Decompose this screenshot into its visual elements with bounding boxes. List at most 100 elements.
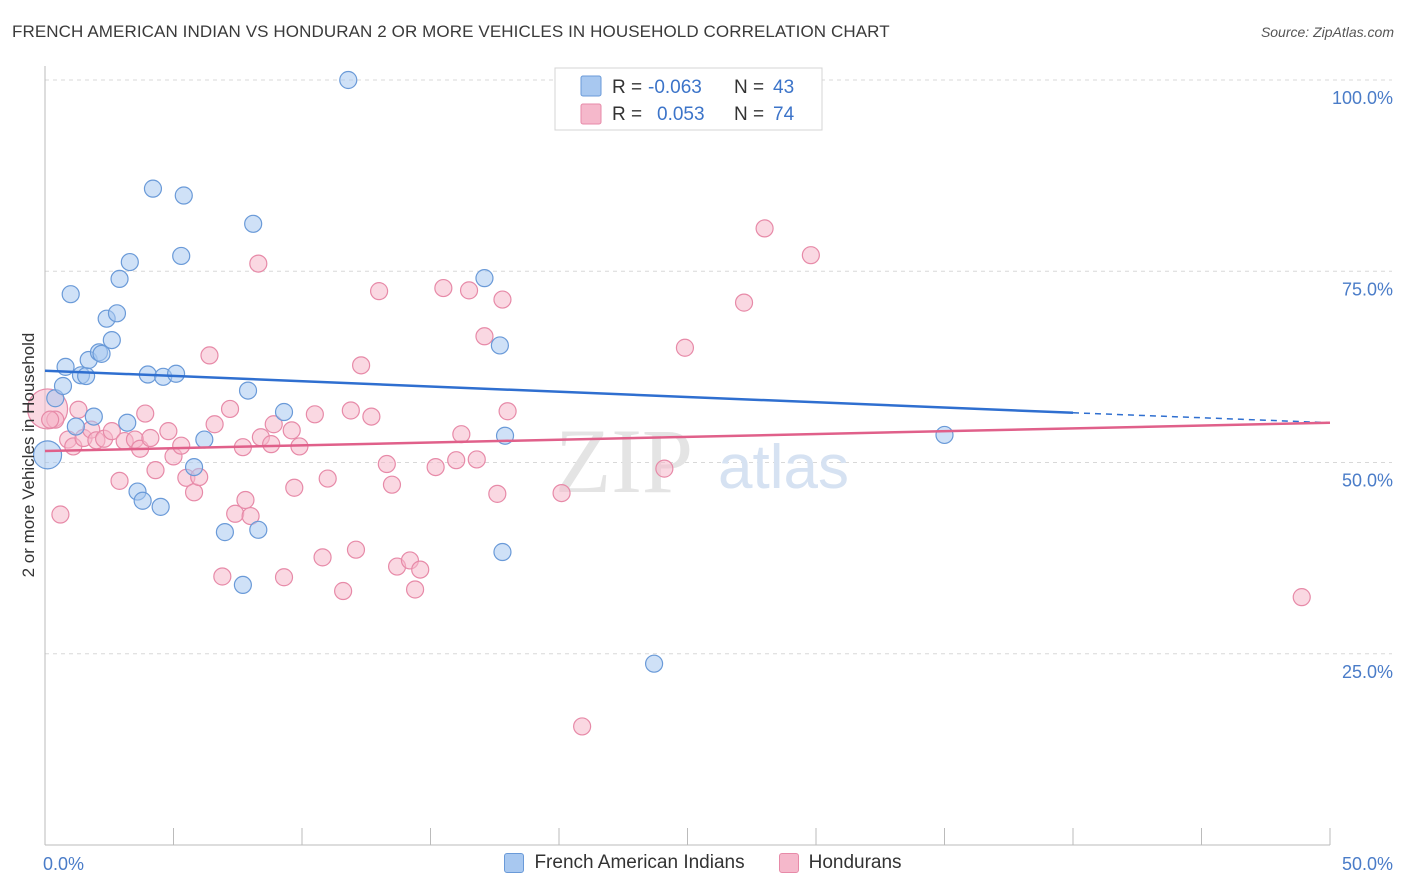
data-point-french-american-indian [249,520,268,539]
data-point-french-american-indian [475,269,494,288]
data-point-honduran [249,254,268,273]
data-point-honduran [1292,588,1311,607]
legend-swatch [504,853,525,873]
data-point-french-american-indian [84,407,103,426]
data-point-french-american-indian [118,413,137,432]
data-point-french-american-indian [133,491,152,510]
legend-label: French American Indians [534,852,745,873]
legend-r-value-pink: 0.053 [657,104,705,125]
legend-n-label-blue: N = [734,77,764,98]
data-point-honduran [655,459,674,478]
data-point-honduran [801,246,820,265]
legend-swatch-blue [580,75,602,97]
series-hondurans-points [26,219,1311,736]
data-point-honduran [498,402,517,421]
watermark-atlas: atlas [718,433,849,502]
data-point-honduran [573,717,592,736]
data-point-french-american-indian [238,381,258,400]
data-point-french-american-indian [107,304,127,323]
legend-n-value-pink: 74 [773,104,795,125]
data-point-honduran [675,338,695,357]
data-point-honduran [220,399,240,419]
tick-labels: 25.0% 50.0% 75.0% 100.0% 0.0% 50.0% [43,88,1393,874]
data-point-honduran [405,580,425,599]
data-point-honduran [426,457,445,477]
data-point-honduran [241,506,260,526]
data-point-french-american-indian [935,425,954,445]
data-point-french-american-indian [274,402,294,422]
data-point-french-american-indian [195,430,214,449]
data-point-honduran [452,425,471,444]
data-point-honduran [341,401,360,420]
data-point-french-american-indian [644,654,664,673]
data-point-honduran [110,471,129,490]
data-point-honduran [346,540,366,559]
data-point-honduran [313,548,332,567]
data-point-honduran [274,568,294,587]
data-point-french-american-indian [174,186,193,205]
data-point-french-american-indian [166,364,186,383]
data-point-honduran [377,454,396,474]
data-point-french-american-indian [61,285,80,304]
data-point-honduran [475,327,494,346]
legend-r-value-blue: -0.063 [648,77,702,98]
legend-swatch [778,853,799,873]
data-point-honduran [493,290,512,309]
data-point-honduran [262,435,281,454]
data-point-honduran [488,484,507,503]
data-point-french-american-indian [490,336,509,355]
data-point-french-american-indian [66,417,85,436]
data-point-honduran [264,415,283,434]
data-point-french-american-indian [32,440,63,470]
data-point-honduran [285,478,304,497]
data-point-french-american-indian [102,331,121,350]
legend-swatch-pink [580,103,602,125]
legend-label: Hondurans [808,852,902,873]
data-point-french-american-indian [493,542,512,562]
chart-title: FRENCH AMERICAN INDIAN VS HONDURAN 2 OR … [12,22,890,41]
y-tick-label: 75.0% [1342,279,1393,299]
data-point-french-american-indian [53,376,73,396]
series-french-american-indians-points [32,70,954,673]
data-point-french-american-indian [92,344,111,363]
legend-r-label-blue: R = [612,77,642,98]
legend-n-label-pink: N = [734,104,764,125]
data-point-honduran [236,490,255,510]
data-point-french-american-indian [184,457,204,477]
legend-r-label-pink: R = [612,104,642,125]
data-point-honduran [305,405,324,424]
data-point-honduran [200,346,219,365]
data-point-honduran [411,560,430,579]
y-tick-label: 25.0% [1342,662,1393,682]
data-point-french-american-indian [110,269,129,288]
data-point-honduran [184,483,204,502]
legend-n-value-blue: 43 [773,77,794,98]
data-point-honduran [146,461,165,480]
data-point-honduran [467,450,486,469]
data-point-honduran [172,436,191,455]
trend-lines [44,369,1331,453]
data-point-french-american-indian [233,575,252,595]
data-point-honduran [159,422,178,441]
data-point-honduran [459,281,479,300]
data-point-honduran [382,475,402,494]
data-point-french-american-indian [215,523,234,542]
legend-item-french-american-indians: French American Indians [504,852,745,874]
y-axis-label: 2 or more Vehicles in Household [19,333,38,578]
data-point-honduran [141,428,160,448]
data-point-french-american-indian [339,70,358,90]
data-point-french-american-indian [120,252,139,272]
data-point-honduran [370,282,389,301]
data-point-honduran [102,422,121,441]
data-point-honduran [334,581,353,601]
source-label: Source: ZipAtlas.com [1260,24,1394,40]
data-point-honduran [755,219,774,238]
data-point-french-american-indian [151,497,170,516]
x-tick-label: 50.0% [1342,854,1393,874]
legend-item-hondurans: Hondurans [778,852,902,874]
trend-line-french-american-indians [44,369,1074,415]
y-tick-label: 100.0% [1332,88,1393,108]
data-point-honduran [41,410,60,429]
data-point-honduran [434,278,453,298]
